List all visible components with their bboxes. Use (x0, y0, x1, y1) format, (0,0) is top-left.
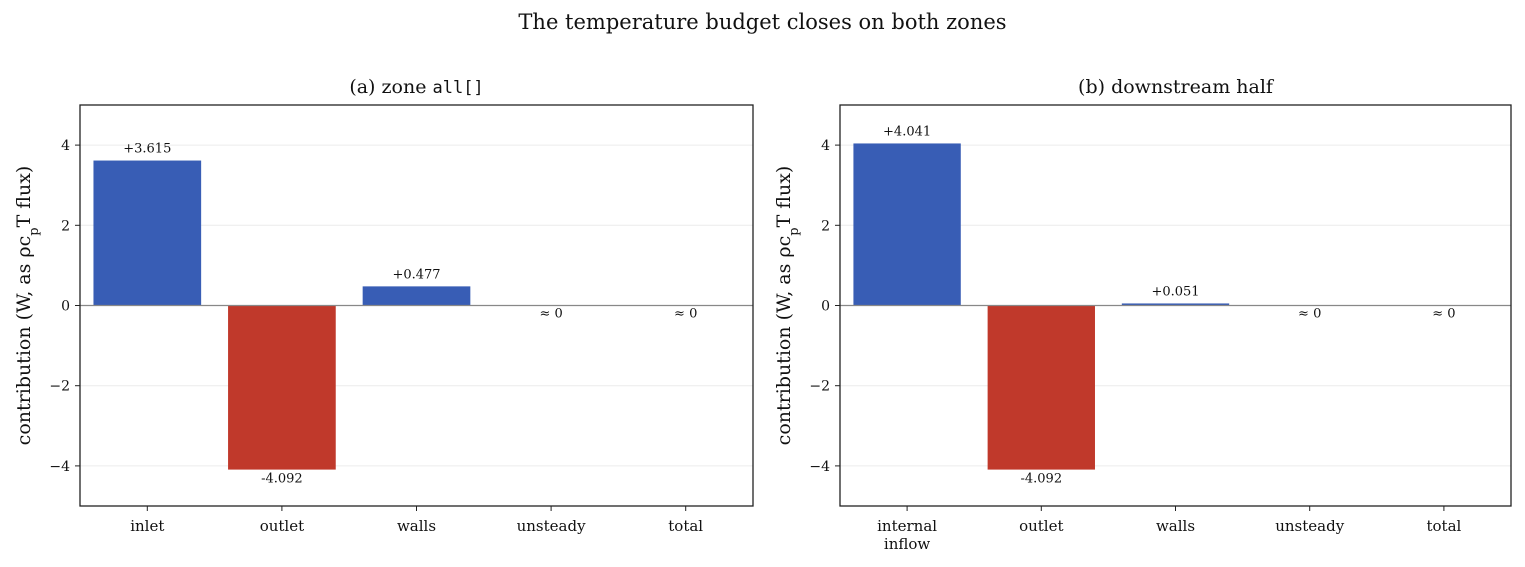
y-tick-label: 2 (61, 218, 70, 234)
data-label: +0.051 (1151, 284, 1199, 299)
figure-title: The temperature budget closes on both zo… (518, 10, 1007, 34)
panel-title: (a) zone all[] (349, 76, 483, 98)
data-label: -4.092 (261, 472, 303, 487)
y-axis-label: contribution (W, as ρcpT flux) (773, 166, 802, 446)
chart-panel-b: +4.041 -4.092 +0.051 ≈ 0 ≈ 0 −4 −2 0 2 4 internali… (773, 76, 1512, 553)
bar-outlet (987, 305, 1095, 470)
data-label: ≈ 0 (1298, 307, 1321, 322)
x-tick-label: outlet (1019, 517, 1063, 535)
bar-internal-inflow (853, 143, 961, 306)
data-label: ≈ 0 (1432, 307, 1455, 322)
data-label: -4.092 (1020, 472, 1062, 487)
x-tick-label: inlet (130, 517, 164, 535)
y-tick-label: 2 (821, 218, 830, 234)
bar-outlet (228, 305, 336, 470)
bar-walls (1121, 303, 1230, 306)
data-label: +3.615 (123, 142, 171, 157)
x-tick-label: unsteady (1275, 517, 1344, 535)
data-label: ≈ 0 (539, 307, 562, 322)
data-label: +0.477 (392, 267, 440, 282)
panel-title: (b) downstream half (1078, 76, 1275, 98)
y-tick-label: 4 (821, 138, 830, 154)
chart-panel-a: +3.615 -4.092 +0.477 ≈ 0 ≈ 0 −4 −2 0 2 4 inlet outl… (13, 76, 754, 535)
x-tick-label: outlet (260, 517, 304, 535)
y-tick-label: 0 (61, 299, 70, 315)
y-tick-label: −4 (49, 459, 70, 475)
x-tick-label: internal (877, 517, 937, 535)
x-tick-label: total (668, 517, 703, 535)
x-tick-label: walls (1156, 517, 1195, 535)
data-label: ≈ 0 (674, 307, 697, 322)
data-label: +4.041 (883, 124, 931, 139)
y-axis-label: contribution (W, as ρcpT flux) (13, 166, 42, 446)
y-tick-label: 0 (821, 299, 830, 315)
x-tick-label: inflow (884, 535, 930, 553)
y-tick-label: −4 (809, 459, 830, 475)
x-tick-label: unsteady (517, 517, 586, 535)
y-tick-label: −2 (809, 379, 830, 395)
x-tick-label: total (1426, 517, 1461, 535)
y-tick-label: 4 (61, 138, 70, 154)
y-tick-label: −2 (49, 379, 70, 395)
bar-walls (362, 286, 471, 306)
bar-inlet (93, 160, 202, 306)
x-tick-label: walls (397, 517, 436, 535)
